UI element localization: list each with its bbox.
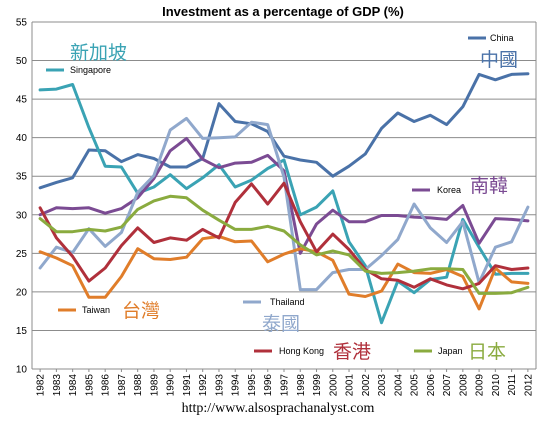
source-url[interactable]: http://www.alsosprachanalyst.com [182, 401, 375, 416]
x-tick-label: 1990 [166, 374, 177, 397]
x-tick-label: 2004 [393, 374, 404, 397]
x-tick-label: 1984 [68, 374, 79, 397]
x-tick-label: 2010 [491, 374, 502, 397]
y-tick-label: 45 [16, 95, 28, 106]
series-line-hong-kong [38, 181, 530, 291]
y-tick-label: 25 [16, 249, 28, 260]
x-tick-label: 1989 [149, 374, 160, 397]
y-tick-label: 20 [16, 287, 28, 298]
legend-chinese-label-taiwan: 台灣 [122, 300, 160, 322]
x-tick-label: 1991 [182, 374, 193, 397]
x-tick-label: 2006 [426, 374, 437, 397]
x-tick-label: 1985 [84, 374, 95, 397]
series-layer [38, 72, 530, 325]
x-tick-label: 2002 [361, 374, 372, 397]
legend-label-thailand: Thailand [270, 297, 305, 307]
x-tick-label: 1994 [231, 374, 242, 397]
x-tick-label: 1999 [312, 374, 323, 397]
x-tick-label: 2005 [410, 374, 421, 397]
legend-label-korea: Korea [437, 185, 461, 195]
y-tick-label: 30 [16, 210, 28, 221]
axes: 10 15 20 25 30 35 40 45 50 55 1982 1983 1984 1985 1986… [16, 18, 537, 397]
legend-chinese-label-thailand: 泰國 [262, 313, 300, 335]
x-tick-label: 2000 [328, 374, 339, 397]
x-tick-label: 1983 [52, 374, 63, 397]
legend-label-hong-kong: Hong Kong [279, 346, 324, 356]
legend-label-taiwan: Taiwan [82, 305, 110, 315]
y-tick-label: 40 [16, 133, 28, 144]
legend-label-china: China [490, 33, 514, 43]
series-line-singapore [38, 83, 530, 325]
chart-title: Investment as a percentage of GDP (%) [162, 4, 404, 19]
y-tick-label: 10 [16, 365, 28, 376]
x-tick-label: 2011 [507, 374, 518, 396]
y-tick-label: 50 [16, 56, 28, 67]
x-tick-label: 2008 [458, 374, 469, 397]
x-tick-label: 2003 [377, 374, 388, 397]
legend-chinese-label-china: 中國 [480, 49, 518, 71]
series-line-japan [38, 194, 530, 295]
legend-chinese-label-singapore: 新加坡 [70, 42, 127, 64]
x-tick-label: 1997 [280, 374, 291, 397]
x-tick-label: 2001 [345, 374, 356, 397]
x-tick-label: 1988 [133, 374, 144, 397]
y-tick-label: 55 [16, 18, 28, 29]
legend-chinese-label-japan: 日本 [468, 341, 506, 363]
legend-chinese-label-korea: 南韓 [470, 175, 508, 197]
x-tick-label: 1986 [101, 374, 112, 397]
x-tick-label: 1995 [247, 374, 258, 397]
x-tick-label: 1998 [296, 374, 307, 397]
x-tick-label: 1982 [36, 374, 47, 397]
x-tick-label: 1987 [117, 374, 128, 397]
legend-label-singapore: Singapore [70, 65, 111, 75]
series-line-thailand [38, 116, 530, 292]
x-tick-label: 2007 [442, 374, 453, 397]
y-tick-label: 15 [16, 326, 28, 337]
legend-chinese-label-hong-kong: 香港 [333, 341, 371, 363]
x-tick-label: 1993 [214, 374, 225, 397]
x-tick-label: 1992 [198, 374, 209, 397]
x-tick-label: 1996 [263, 374, 274, 397]
x-tick-label: 2009 [475, 374, 486, 397]
series-line-korea [38, 136, 530, 255]
series-line-china [38, 72, 530, 190]
legend-label-japan: Japan [438, 346, 463, 356]
x-tick-label: 2012 [523, 374, 534, 397]
y-tick-label: 35 [16, 172, 28, 183]
